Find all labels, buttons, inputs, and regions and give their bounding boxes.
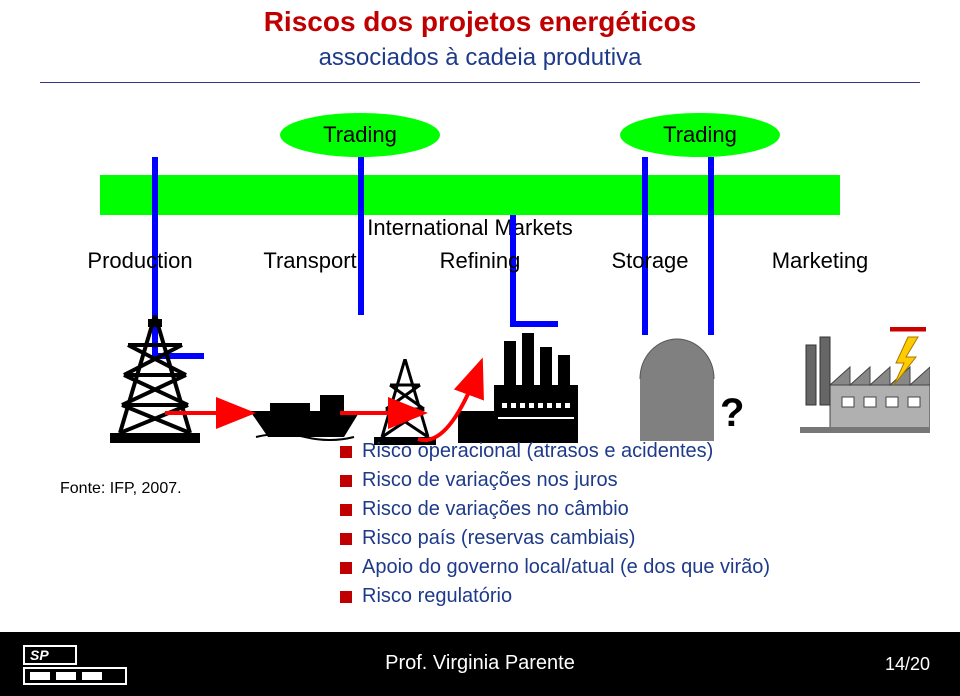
bullet-marker-icon: [340, 562, 352, 574]
bullet-marker-icon: [340, 446, 352, 458]
footer-logo-icon: SP: [20, 640, 130, 688]
bullet-item: Risco de variações nos juros: [340, 469, 770, 492]
title-main: Riscos dos projetos energéticos: [0, 6, 960, 38]
bullet-item: Risco regulatório: [340, 585, 770, 608]
bullet-marker-icon: [340, 475, 352, 487]
svg-text:SP: SP: [30, 647, 49, 663]
bullet-item: Risco operacional (atrasos e acidentes): [340, 440, 770, 463]
bullet-text: Apoio do governo local/atual (e dos que …: [362, 556, 770, 579]
bullet-text: Risco de variações no câmbio: [362, 498, 629, 521]
footer-author: Prof. Virginia Parente: [385, 652, 575, 675]
bullet-item: Risco país (reservas cambiais): [340, 527, 770, 550]
title-block: Riscos dos projetos energéticos associad…: [0, 0, 960, 72]
title-sub: associados à cadeia produtiva: [0, 44, 960, 72]
bullet-marker-icon: [340, 591, 352, 603]
bullet-text: Risco regulatório: [362, 585, 512, 608]
bullet-marker-icon: [340, 504, 352, 516]
slide: Riscos dos projetos energéticos associad…: [0, 0, 960, 696]
bullet-item: Apoio do governo local/atual (e dos que …: [340, 556, 770, 579]
title-divider: [40, 82, 920, 83]
bullet-text: Risco operacional (atrasos e acidentes): [362, 440, 713, 463]
footer: SP Prof. Virginia Parente 14/20: [0, 632, 960, 696]
bullet-marker-icon: [340, 533, 352, 545]
question-mark: ?: [720, 391, 744, 436]
bullet-list: Risco operacional (atrasos e acidentes) R…: [340, 440, 770, 614]
footer-page: 14/20: [885, 654, 930, 675]
bullet-text: Risco país (reservas cambiais): [362, 527, 635, 550]
bullet-item: Risco de variações no câmbio: [340, 498, 770, 521]
bullet-text: Risco de variações nos juros: [362, 469, 618, 492]
source-label: Fonte: IFP, 2007.: [60, 480, 182, 498]
